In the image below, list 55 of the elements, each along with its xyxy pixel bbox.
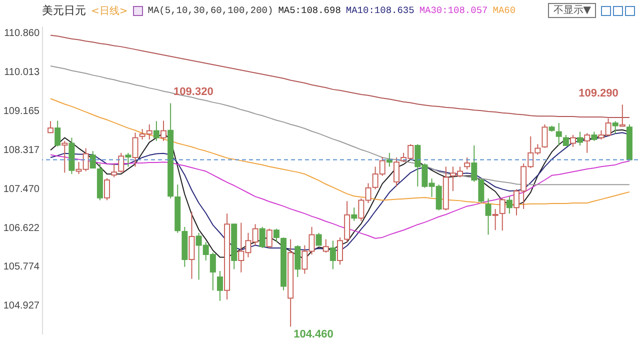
candlestick: [351, 207, 358, 222]
candlestick: [273, 228, 280, 243]
candlestick: [104, 178, 110, 201]
text: MA5:108.698: [278, 5, 341, 16]
y-tick-label: 107.470: [3, 184, 40, 195]
y-tick-label: 110.013: [4, 66, 40, 78]
annotation: 104.460: [294, 328, 334, 341]
candlestick: [330, 240, 336, 270]
candlestick: [316, 232, 322, 246]
candlestick: [506, 196, 512, 214]
candlestick: [464, 156, 470, 170]
candlestick: [132, 132, 138, 168]
candlestick: [542, 124, 548, 148]
candlestick: [485, 198, 492, 236]
candlestick: [492, 208, 498, 231]
candlestick: [90, 150, 96, 169]
text: MA(5,10,30,60,100,200): [148, 5, 274, 16]
candlestick: [322, 238, 329, 254]
candlestick: [393, 156, 400, 187]
candlestick: [556, 122, 562, 146]
candlestick: [188, 211, 195, 280]
candlestick: [266, 228, 272, 249]
candlestick: [562, 134, 569, 146]
candlestick: [337, 236, 343, 266]
y-tick-label: 108.317: [3, 144, 40, 156]
text: MA60: [492, 5, 516, 16]
candlestick: [54, 120, 61, 147]
text: MA10:108.635: [346, 5, 414, 16]
candlestick: [577, 131, 584, 146]
text: 不显示▼: [548, 3, 596, 18]
candlestick: [570, 134, 576, 148]
y-tick-label: 104.927: [3, 300, 40, 312]
candlestick: [216, 270, 223, 302]
candlestick: [591, 131, 598, 142]
chart-subtitle: <日线>: [91, 4, 128, 18]
candlestick: [499, 198, 506, 232]
candlestick: [125, 152, 132, 168]
y-tick-label: 109.165: [3, 106, 40, 117]
candlestick: [612, 120, 618, 134]
candlestick: [259, 226, 266, 249]
annotation: 109.290: [578, 88, 618, 100]
text: MA30:108.057: [419, 5, 488, 16]
annotation: 109.320: [174, 86, 214, 98]
candlestick: [160, 120, 166, 142]
candlestick: [62, 140, 68, 174]
candlestick: [619, 104, 626, 128]
y-tick-label: 106.622: [3, 222, 40, 234]
chart-title: 美元日元: [42, 3, 86, 18]
line-series: [50, 34, 630, 118]
line-series: [50, 65, 630, 186]
candlestick: [294, 244, 301, 278]
y-tick-label: 105.774: [3, 262, 40, 273]
candlestick: [584, 132, 590, 154]
candlestick: [153, 120, 160, 142]
y-tick-label: 110.860: [4, 28, 40, 39]
